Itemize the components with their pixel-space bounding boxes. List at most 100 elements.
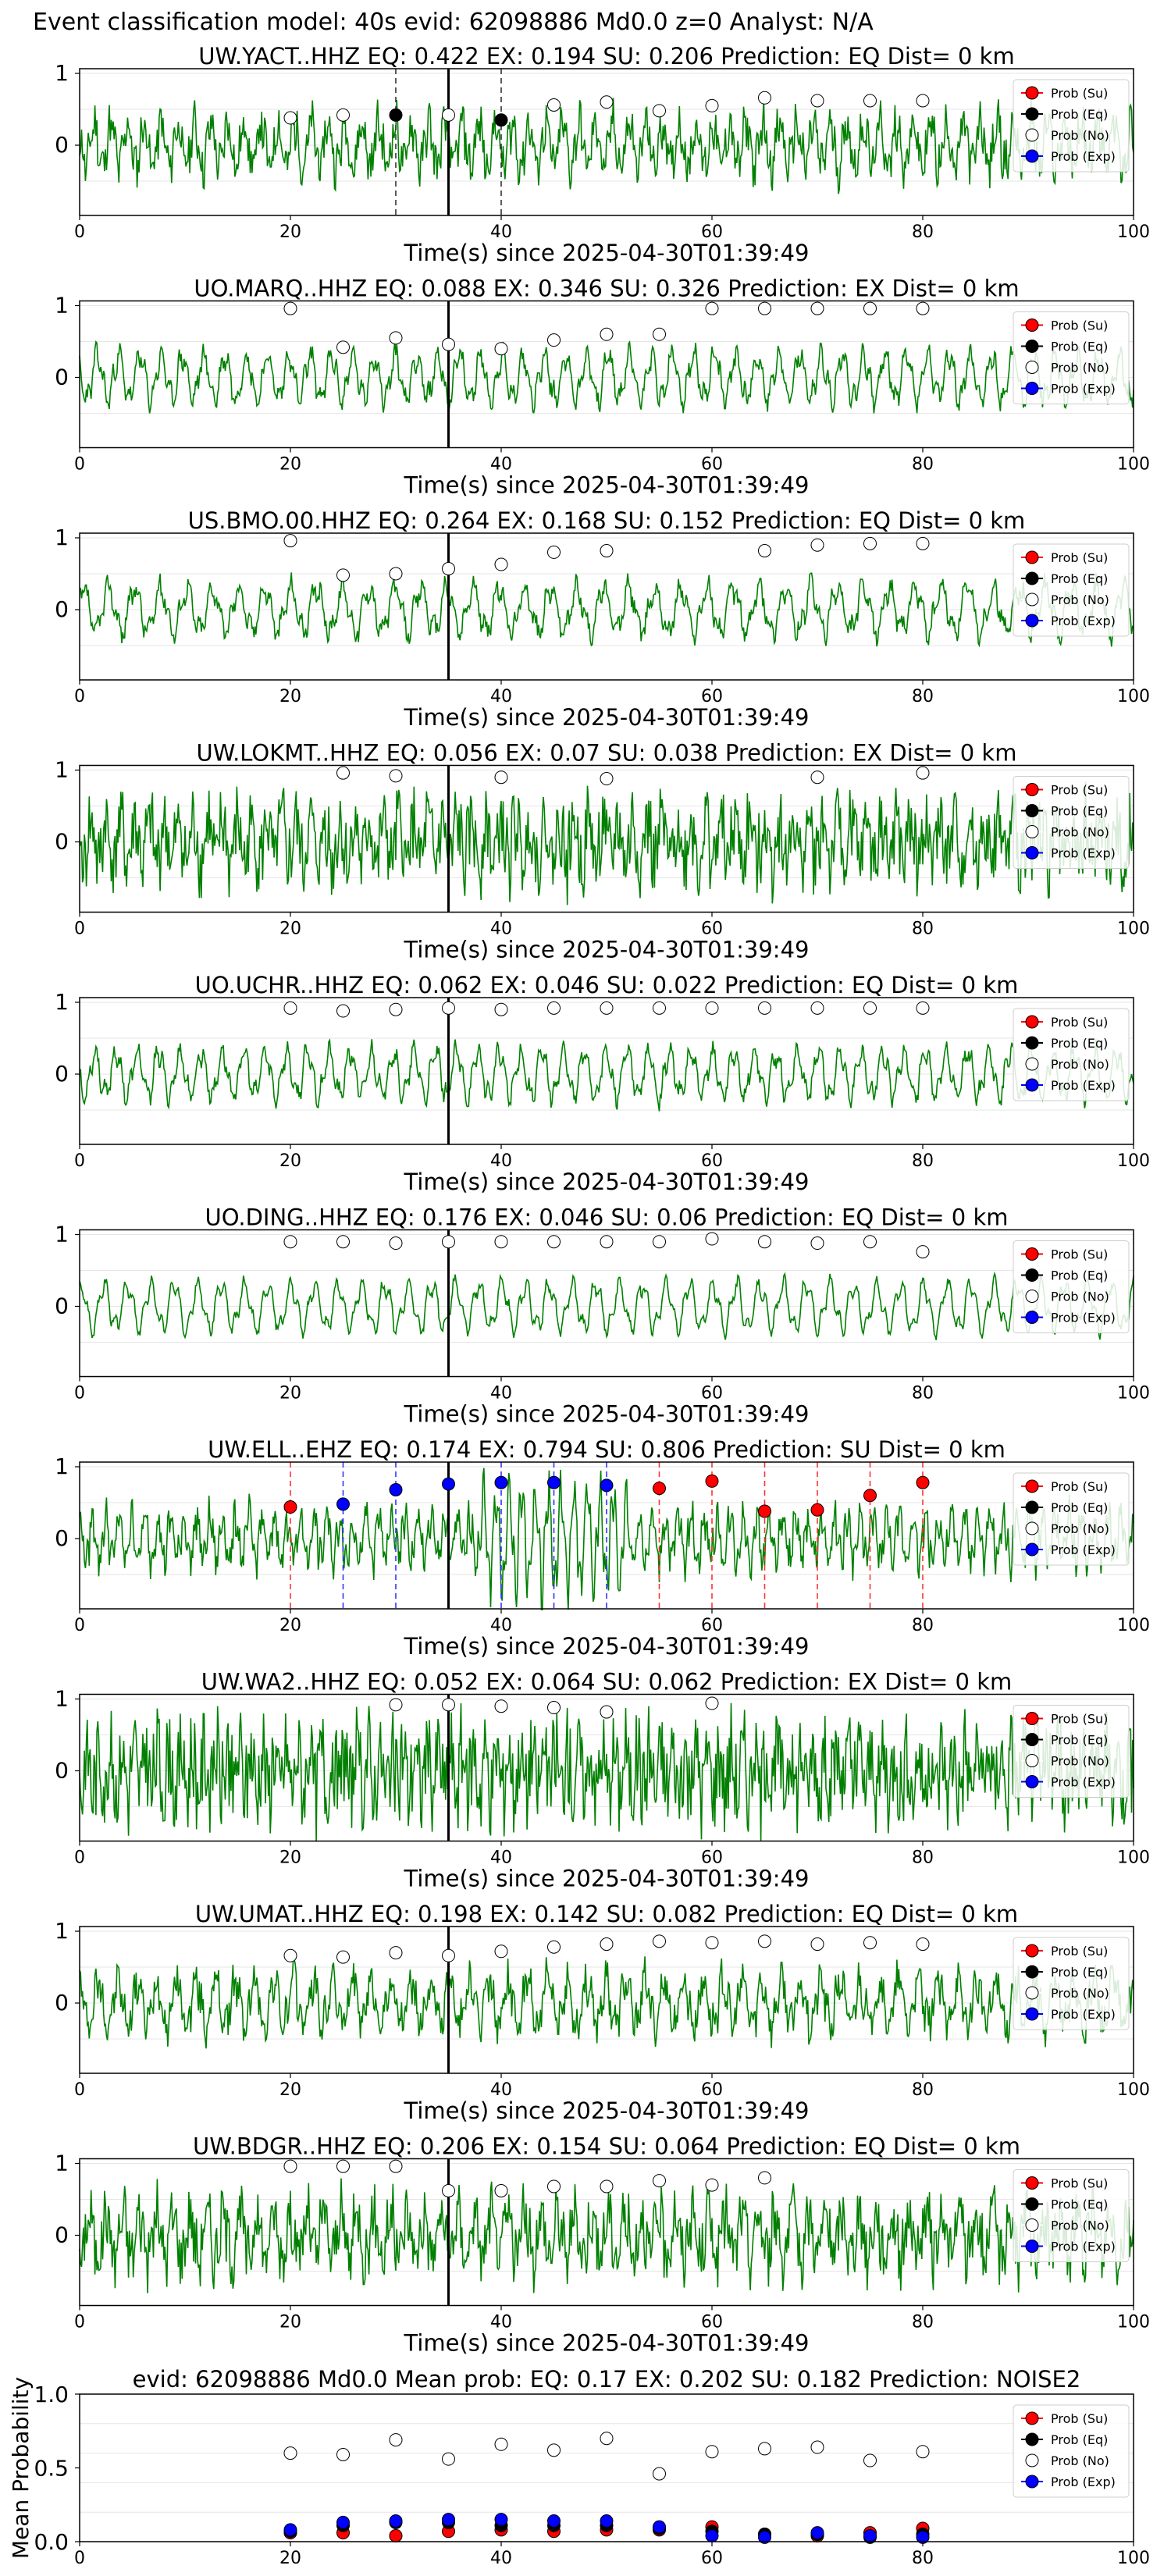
prob-marker-no <box>916 94 930 108</box>
x-tick-label: 60 <box>701 2549 723 2568</box>
x-tick-label: 0 <box>74 222 85 242</box>
panel-title: UO.DING..HHZ EQ: 0.176 EX: 0.046 SU: 0.0… <box>205 1204 1008 1231</box>
prob-marker-no <box>494 1235 508 1249</box>
x-tick-label: 100 <box>1117 2313 1150 2332</box>
prob-marker-no <box>283 111 297 125</box>
legend-marker-exp <box>1025 382 1039 395</box>
prob-marker-no <box>916 766 930 780</box>
x-tick-label: 20 <box>279 920 301 939</box>
legend-box <box>1013 1937 1130 2030</box>
prob-marker-no <box>389 1946 403 1960</box>
x-tick-label: 0 <box>74 2549 85 2568</box>
prob-marker-no <box>547 98 561 112</box>
prob-marker-no <box>547 545 561 559</box>
x-tick-label: 80 <box>912 1384 934 1404</box>
legend-box <box>1013 79 1130 173</box>
x-tick-label: 80 <box>912 2313 934 2332</box>
panel-2: US.BMO.00.HHZ EQ: 0.264 EX: 0.168 SU: 0.… <box>55 507 1150 731</box>
y-tick-label: 1 <box>55 293 69 318</box>
y-tick-label: 0 <box>55 132 69 158</box>
prob-marker-no <box>863 94 877 108</box>
waveform-trace <box>79 781 1134 906</box>
legend-label: Prob (Eq) <box>1051 340 1108 354</box>
x-tick-label: 80 <box>912 2080 934 2100</box>
x-tick-label: 80 <box>912 2549 934 2568</box>
legend-marker-eq <box>1025 340 1039 353</box>
legend-label: Prob (Su) <box>1051 550 1108 565</box>
prob-marker-no <box>442 108 455 122</box>
prob-marker-su <box>916 1475 930 1489</box>
prob-marker-no <box>494 2183 508 2197</box>
prob-marker-no <box>336 108 350 122</box>
prob-marker-exp <box>547 1475 561 1489</box>
x-tick-label: 20 <box>279 1848 301 1868</box>
x-tick-label: 20 <box>279 2313 301 2332</box>
legend-label: Prob (Exp) <box>1051 1775 1116 1790</box>
legend-label: Prob (No) <box>1051 128 1109 143</box>
legend-marker-eq <box>1025 1965 1039 1979</box>
legend-marker-no <box>1025 592 1039 607</box>
prob-marker-no <box>758 1001 771 1015</box>
prob-marker-no <box>336 568 350 582</box>
panel-title: UW.WA2..HHZ EQ: 0.052 EX: 0.064 SU: 0.06… <box>201 1669 1013 1695</box>
legend-label: Prob (Su) <box>1051 1712 1108 1727</box>
legend-marker-exp <box>1025 2475 1039 2489</box>
x-tick-label: 60 <box>701 2080 723 2100</box>
mean-prob-point-exp <box>863 2528 877 2542</box>
prob-marker-no <box>705 1001 719 1015</box>
legend-label: Prob (Su) <box>1051 1015 1108 1030</box>
legend-label: Prob (Su) <box>1051 2411 1108 2426</box>
mean-prob-point-no <box>653 2467 666 2481</box>
legend-marker-no <box>1025 1290 1039 1303</box>
axes-frame <box>79 1229 1134 1378</box>
panel-title: UW.YACT..HHZ EQ: 0.422 EX: 0.194 SU: 0.2… <box>198 43 1014 69</box>
y-tick-label: 0.0 <box>34 2529 69 2555</box>
prob-marker-no <box>705 98 719 112</box>
prob-marker-no <box>547 1701 561 1715</box>
x-tick-label: 40 <box>490 1848 512 1868</box>
legend-marker-exp <box>1025 2240 1039 2253</box>
x-axis-label: Time(s) since 2025-04-30T01:39:49 <box>404 1169 810 1195</box>
y-tick-label: 1 <box>55 989 69 1015</box>
prob-marker-no <box>336 766 350 780</box>
prob-marker-no <box>810 1937 824 1952</box>
x-tick-label: 0 <box>74 1848 85 1868</box>
legend-label: Prob (No) <box>1051 1754 1109 1769</box>
prob-marker-no <box>600 1001 614 1015</box>
prob-marker-no <box>389 2159 403 2173</box>
mean-prob-point-exp <box>547 2514 561 2528</box>
x-tick-label: 80 <box>912 222 934 242</box>
mean-prob-point-no <box>442 2452 455 2466</box>
legend-marker-su <box>1025 2411 1039 2425</box>
panel-6: UW.ELL..EHZ EQ: 0.174 EX: 0.794 SU: 0.80… <box>55 1436 1150 1660</box>
legend-label: Prob (No) <box>1051 592 1109 607</box>
legend-label: Prob (Eq) <box>1051 1268 1108 1283</box>
legend-marker-su <box>1025 1247 1039 1261</box>
prob-marker-exp <box>336 1497 350 1511</box>
prob-marker-no <box>653 104 666 118</box>
panel-8: UW.UMAT..HHZ EQ: 0.198 EX: 0.142 SU: 0.0… <box>55 1901 1150 2124</box>
axes-frame <box>79 764 1134 913</box>
prob-marker-no <box>916 301 930 315</box>
prob-marker-no <box>653 1934 666 1948</box>
y-tick-label: 1 <box>55 60 69 86</box>
prob-marker-no <box>442 1948 455 1962</box>
x-tick-label: 100 <box>1117 920 1150 939</box>
y-tick-label: 0 <box>55 1061 69 1087</box>
panel-1: UO.MARQ..HHZ EQ: 0.088 EX: 0.346 SU: 0.3… <box>55 276 1150 499</box>
prob-marker-no <box>600 1937 614 1952</box>
x-tick-label: 100 <box>1117 2549 1150 2568</box>
prob-marker-no <box>494 770 508 785</box>
x-tick-label: 20 <box>279 222 301 242</box>
x-tick-label: 100 <box>1117 1616 1150 1635</box>
y-tick-label: 0 <box>55 596 69 622</box>
prob-marker-su <box>705 1474 719 1488</box>
x-tick-label: 20 <box>279 687 301 706</box>
prob-marker-no <box>600 2179 614 2194</box>
mean-prob-point-no <box>758 2442 771 2456</box>
prob-marker-no <box>600 1235 614 1249</box>
prob-marker-no <box>810 94 824 108</box>
legend-marker-su <box>1025 1944 1039 1958</box>
x-tick-label: 20 <box>279 1151 301 1171</box>
